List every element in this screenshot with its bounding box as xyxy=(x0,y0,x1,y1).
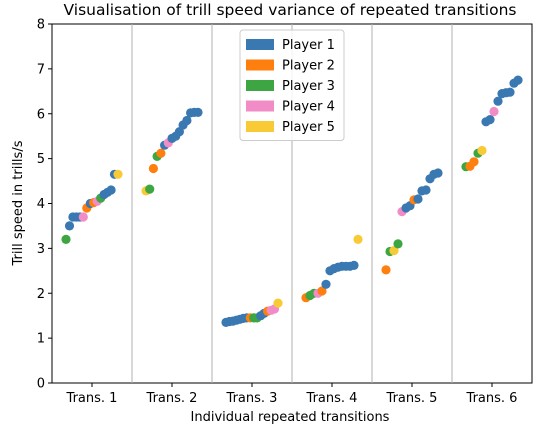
data-point xyxy=(148,163,158,174)
data-point xyxy=(321,279,331,289)
data-point xyxy=(193,107,203,117)
data-point xyxy=(182,115,192,126)
data-point xyxy=(493,96,503,106)
data-point xyxy=(353,234,363,244)
data-point xyxy=(513,75,523,85)
x-tick-label: Trans. 3 xyxy=(226,391,278,406)
data-point xyxy=(113,169,123,179)
data-point xyxy=(349,260,359,270)
data-point xyxy=(273,298,283,308)
data-point xyxy=(174,127,184,137)
legend-label: Player 2 xyxy=(282,59,335,74)
x-axis-label: Individual repeated transitions xyxy=(191,410,390,425)
data-point xyxy=(389,246,399,256)
data-points xyxy=(61,75,523,327)
data-point xyxy=(381,265,391,275)
data-point xyxy=(489,106,499,117)
y-tick-label: 1 xyxy=(37,332,45,347)
legend-swatch xyxy=(246,121,274,132)
y-tick-label: 3 xyxy=(37,242,45,257)
x-tick-label: Trans. 6 xyxy=(466,391,518,406)
data-point xyxy=(413,194,423,204)
chart-title: Visualisation of trill speed variance of… xyxy=(64,1,517,19)
data-point xyxy=(317,286,327,296)
data-point xyxy=(505,87,515,97)
x-tick-label: Trans. 2 xyxy=(146,391,198,406)
y-tick-label: 0 xyxy=(37,377,45,392)
legend-swatch xyxy=(246,80,274,91)
data-point xyxy=(469,157,479,167)
y-axis-label: Trill speed in trills/s xyxy=(11,140,26,266)
y-tick-label: 5 xyxy=(37,152,45,167)
legend: Player 1 Player 2 Player 3 Player 4 Player 5 xyxy=(239,29,345,141)
data-point xyxy=(421,185,431,195)
y-tick-label: 4 xyxy=(37,197,45,212)
legend-label: Player 3 xyxy=(282,79,335,94)
x-tick-label: Trans. 1 xyxy=(66,391,118,406)
legend-label: Player 5 xyxy=(282,120,335,135)
legend-label: Player 1 xyxy=(282,38,335,53)
legend-swatch xyxy=(246,59,274,71)
data-point xyxy=(78,212,88,222)
data-point xyxy=(433,168,443,178)
data-point xyxy=(477,145,487,156)
data-point xyxy=(61,234,71,244)
category-separators xyxy=(131,24,453,383)
y-tick-label: 8 xyxy=(37,18,45,33)
data-point xyxy=(106,185,116,195)
data-point xyxy=(156,148,166,158)
data-point xyxy=(485,115,495,125)
y-axis-ticks: 0 1 2 3 4 5 6 7 8 xyxy=(37,18,52,392)
x-tick-label: Trans. 4 xyxy=(306,391,358,406)
x-tick-label: Trans. 5 xyxy=(386,391,438,406)
legend-swatch xyxy=(246,39,274,50)
y-tick-label: 2 xyxy=(37,287,45,302)
y-tick-label: 7 xyxy=(37,62,45,77)
legend-box xyxy=(239,29,345,141)
y-tick-label: 6 xyxy=(37,107,45,122)
data-point xyxy=(145,184,155,194)
x-axis-ticks: Trans. 1 Trans. 2 Trans. 3 Trans. 4 Trans. 5… xyxy=(66,383,518,406)
legend-label: Player 4 xyxy=(282,100,335,115)
data-point xyxy=(64,221,75,231)
data-point xyxy=(393,239,403,249)
legend-swatch xyxy=(246,100,274,112)
